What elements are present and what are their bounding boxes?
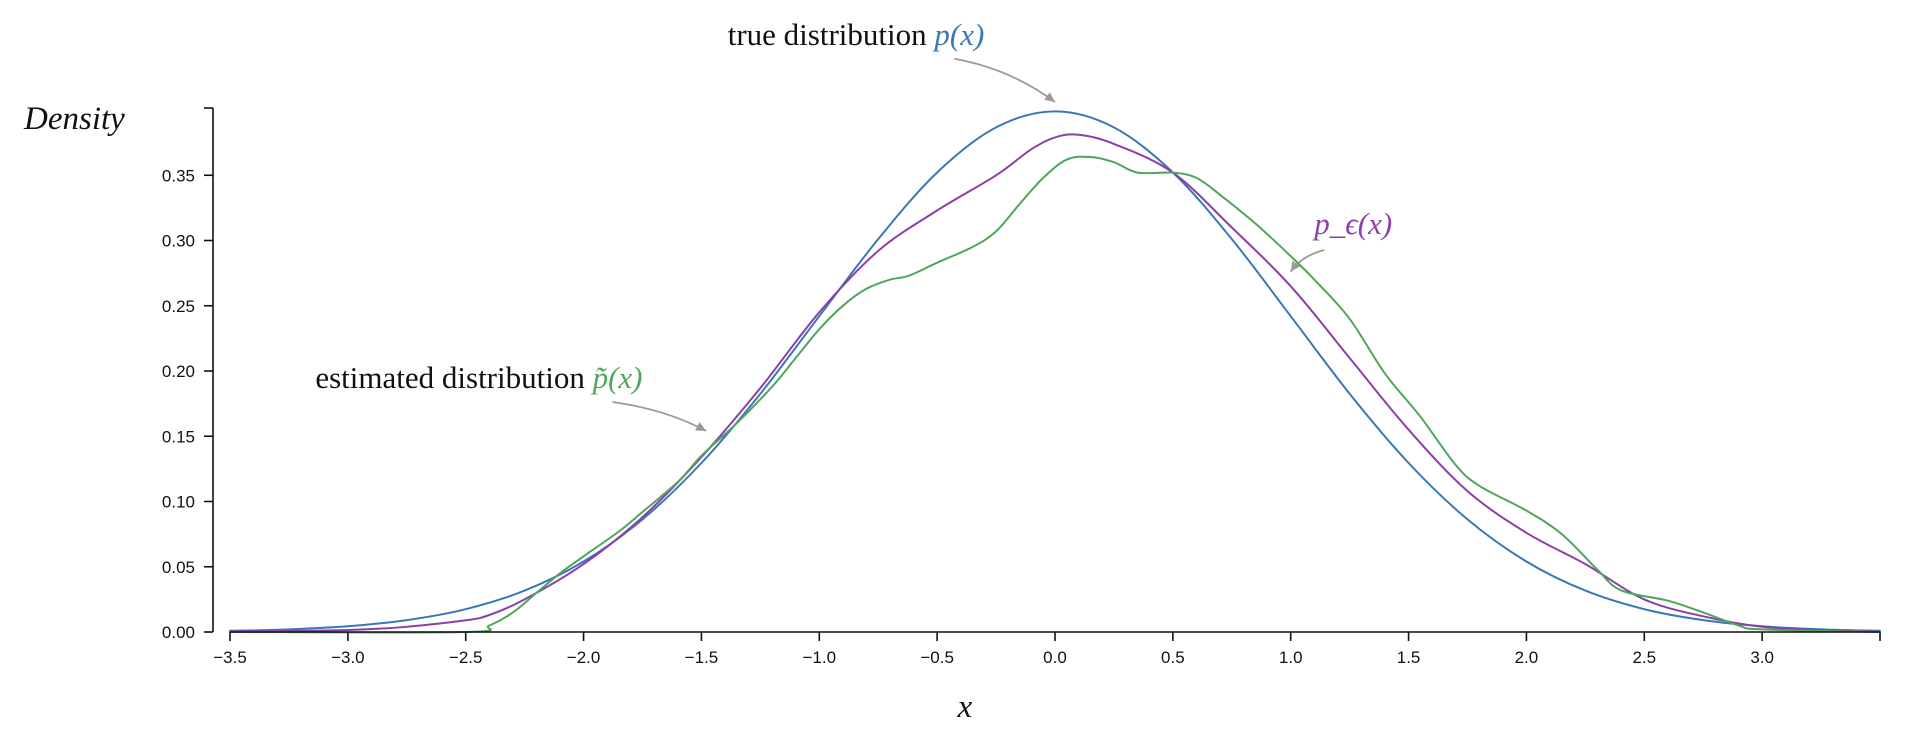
annotation-math: p(x) — [932, 17, 984, 52]
series-p-epsilon — [229, 133, 1881, 633]
annotation-math: p̃(x) — [591, 360, 643, 395]
x-tick-label: −3.0 — [331, 648, 365, 667]
x-axis-label: x — [957, 689, 973, 725]
y-tick-label: 0.35 — [162, 166, 195, 185]
y-axis: 0.00 0.05 0.10 0.15 0.20 0.25 0.30 0.35 — [162, 107, 214, 642]
series-layer — [229, 110, 1881, 634]
y-tick-label: 0.10 — [162, 493, 195, 512]
series-true-p — [229, 110, 1881, 632]
x-tick-label: 1.5 — [1397, 648, 1421, 667]
annotation-arrow — [954, 57, 1056, 103]
annotation-true-distribution: true distribution p(x) — [728, 17, 985, 52]
annotation-estimated-distribution: estimated distribution p̃(x) — [315, 360, 642, 395]
annotation-p-epsilon: p_ϵ(x) — [1312, 206, 1392, 241]
y-tick-label: 0.30 — [162, 232, 195, 251]
x-tick-label: 0.5 — [1161, 648, 1185, 667]
x-tick-label: −2.0 — [567, 648, 601, 667]
x-tick-label: 3.0 — [1750, 648, 1774, 667]
x-tick-label: −1.5 — [685, 648, 719, 667]
y-tick-label: 0.15 — [162, 427, 195, 446]
annotation-math: p_ϵ(x) — [1312, 206, 1392, 241]
x-tick-label: 1.0 — [1279, 648, 1303, 667]
annotation-arrow — [612, 401, 707, 432]
x-tick-label: 2.5 — [1632, 648, 1656, 667]
annotation-arrowhead — [695, 422, 707, 431]
y-tick-label: 0.05 — [162, 558, 195, 577]
annotation-text: true distribution — [728, 17, 935, 52]
annotation-text: estimated distribution — [315, 360, 592, 395]
annotation-arrowhead — [1290, 260, 1301, 272]
x-axis: −3.5 −3.0 −2.5 −2.0 −1.5 −1.0 −0.5 0.0 0.5 1.0 1.5… — [213, 631, 1881, 667]
y-axis-label: Density — [23, 101, 125, 137]
x-tick-label: −1.0 — [803, 648, 837, 667]
x-tick-label: −2.5 — [449, 648, 483, 667]
series-estimated-p-tilde — [229, 155, 1881, 634]
annotations-layer: true distribution p(x) p_ϵ(x) estimated di… — [315, 17, 1392, 432]
x-tick-label: −3.5 — [213, 648, 247, 667]
y-tick-label: 0.25 — [162, 297, 195, 316]
y-tick-label: 0.20 — [162, 362, 195, 381]
x-tick-label: −0.5 — [920, 648, 954, 667]
x-tick-label: 0.0 — [1043, 648, 1067, 667]
x-tick-label: 2.0 — [1515, 648, 1539, 667]
y-tick-label: 0.00 — [162, 623, 195, 642]
annotation-arrowhead — [1044, 92, 1055, 102]
